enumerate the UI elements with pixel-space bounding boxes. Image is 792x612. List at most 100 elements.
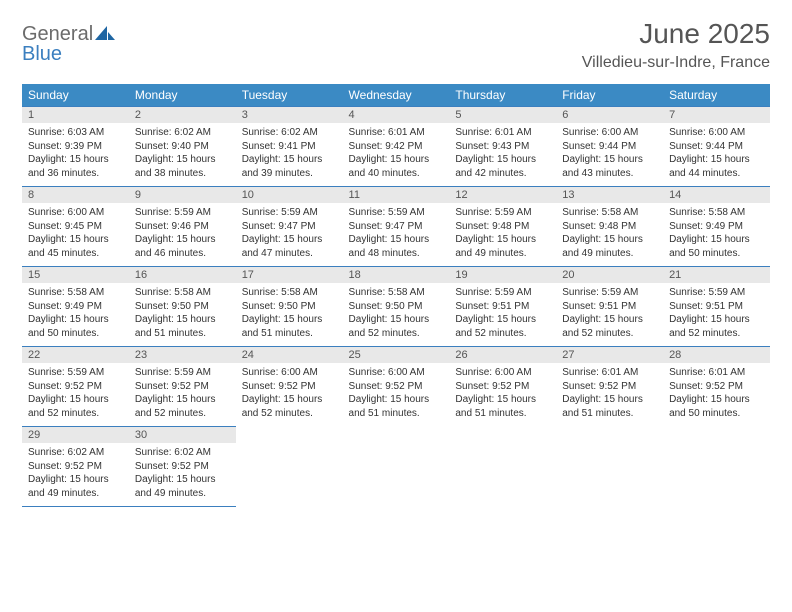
- day-number: 13: [556, 187, 663, 203]
- day-number: 17: [236, 267, 343, 283]
- day-details: Sunrise: 5:59 AMSunset: 9:47 PMDaylight:…: [343, 203, 450, 266]
- calendar-cell: 16Sunrise: 5:58 AMSunset: 9:50 PMDayligh…: [129, 267, 236, 347]
- day-details: Sunrise: 5:59 AMSunset: 9:52 PMDaylight:…: [129, 363, 236, 426]
- day-number: 10: [236, 187, 343, 203]
- day-details: Sunrise: 5:59 AMSunset: 9:51 PMDaylight:…: [663, 283, 770, 346]
- calendar-cell: 20Sunrise: 5:59 AMSunset: 9:51 PMDayligh…: [556, 267, 663, 347]
- day-number: 5: [449, 107, 556, 123]
- day-number: 28: [663, 347, 770, 363]
- day-number: 29: [22, 427, 129, 443]
- title-block: June 2025 Villedieu-sur-Indre, France: [582, 18, 770, 72]
- calendar-cell: 11Sunrise: 5:59 AMSunset: 9:47 PMDayligh…: [343, 187, 450, 267]
- calendar-cell: 13Sunrise: 5:58 AMSunset: 9:48 PMDayligh…: [556, 187, 663, 267]
- calendar-cell: 19Sunrise: 5:59 AMSunset: 9:51 PMDayligh…: [449, 267, 556, 347]
- day-details: Sunrise: 6:00 AMSunset: 9:44 PMDaylight:…: [556, 123, 663, 186]
- weekday-header: Saturday: [663, 84, 770, 107]
- weekday-header: Tuesday: [236, 84, 343, 107]
- weekday-header: Sunday: [22, 84, 129, 107]
- calendar-cell: 5Sunrise: 6:01 AMSunset: 9:43 PMDaylight…: [449, 107, 556, 187]
- calendar-cell: 21Sunrise: 5:59 AMSunset: 9:51 PMDayligh…: [663, 267, 770, 347]
- location-subtitle: Villedieu-sur-Indre, France: [582, 54, 770, 72]
- day-number: 16: [129, 267, 236, 283]
- day-details: Sunrise: 5:58 AMSunset: 9:50 PMDaylight:…: [236, 283, 343, 346]
- day-number: 20: [556, 267, 663, 283]
- calendar-cell-empty: [449, 427, 556, 507]
- weekday-header: Thursday: [449, 84, 556, 107]
- day-details: Sunrise: 5:58 AMSunset: 9:48 PMDaylight:…: [556, 203, 663, 266]
- logo-line2: Blue: [22, 43, 62, 65]
- day-details: Sunrise: 6:02 AMSunset: 9:40 PMDaylight:…: [129, 123, 236, 186]
- day-number: 25: [343, 347, 450, 363]
- page-title: June 2025: [582, 18, 770, 50]
- calendar-table: SundayMondayTuesdayWednesdayThursdayFrid…: [22, 84, 770, 507]
- day-details: Sunrise: 6:01 AMSunset: 9:52 PMDaylight:…: [663, 363, 770, 426]
- day-number: 26: [449, 347, 556, 363]
- weekday-header: Wednesday: [343, 84, 450, 107]
- day-number: 3: [236, 107, 343, 123]
- calendar-cell: 6Sunrise: 6:00 AMSunset: 9:44 PMDaylight…: [556, 107, 663, 187]
- day-details: Sunrise: 5:59 AMSunset: 9:46 PMDaylight:…: [129, 203, 236, 266]
- calendar-cell: 7Sunrise: 6:00 AMSunset: 9:44 PMDaylight…: [663, 107, 770, 187]
- day-number: 6: [556, 107, 663, 123]
- day-number: 11: [343, 187, 450, 203]
- day-details: Sunrise: 6:00 AMSunset: 9:52 PMDaylight:…: [449, 363, 556, 426]
- calendar-cell: 30Sunrise: 6:02 AMSunset: 9:52 PMDayligh…: [129, 427, 236, 507]
- day-number: 18: [343, 267, 450, 283]
- calendar-cell: 1Sunrise: 6:03 AMSunset: 9:39 PMDaylight…: [22, 107, 129, 187]
- day-details: Sunrise: 5:58 AMSunset: 9:49 PMDaylight:…: [663, 203, 770, 266]
- calendar-cell-empty: [236, 427, 343, 507]
- day-number: 23: [129, 347, 236, 363]
- day-details: Sunrise: 6:01 AMSunset: 9:52 PMDaylight:…: [556, 363, 663, 426]
- day-details: Sunrise: 6:01 AMSunset: 9:43 PMDaylight:…: [449, 123, 556, 186]
- day-details: Sunrise: 6:00 AMSunset: 9:52 PMDaylight:…: [343, 363, 450, 426]
- calendar-body: 1Sunrise: 6:03 AMSunset: 9:39 PMDaylight…: [22, 107, 770, 507]
- calendar-cell-empty: [556, 427, 663, 507]
- calendar-cell: 2Sunrise: 6:02 AMSunset: 9:40 PMDaylight…: [129, 107, 236, 187]
- day-number: 14: [663, 187, 770, 203]
- calendar-cell: 23Sunrise: 5:59 AMSunset: 9:52 PMDayligh…: [129, 347, 236, 427]
- day-number: 1: [22, 107, 129, 123]
- logo-line1: General: [22, 23, 93, 45]
- day-number: 8: [22, 187, 129, 203]
- header: General Blue June 2025 Villedieu-sur-Ind…: [22, 18, 770, 72]
- day-details: Sunrise: 5:59 AMSunset: 9:47 PMDaylight:…: [236, 203, 343, 266]
- weekday-header: Friday: [556, 84, 663, 107]
- calendar-cell: 18Sunrise: 5:58 AMSunset: 9:50 PMDayligh…: [343, 267, 450, 347]
- calendar-cell: 22Sunrise: 5:59 AMSunset: 9:52 PMDayligh…: [22, 347, 129, 427]
- calendar-cell: 24Sunrise: 6:00 AMSunset: 9:52 PMDayligh…: [236, 347, 343, 427]
- day-number: 7: [663, 107, 770, 123]
- day-details: Sunrise: 6:00 AMSunset: 9:45 PMDaylight:…: [22, 203, 129, 266]
- day-number: 27: [556, 347, 663, 363]
- logo-sail-icon: [95, 24, 115, 44]
- day-number: 2: [129, 107, 236, 123]
- day-number: 12: [449, 187, 556, 203]
- calendar-cell: 9Sunrise: 5:59 AMSunset: 9:46 PMDaylight…: [129, 187, 236, 267]
- calendar-cell-empty: [343, 427, 450, 507]
- day-number: 30: [129, 427, 236, 443]
- calendar-cell: 28Sunrise: 6:01 AMSunset: 9:52 PMDayligh…: [663, 347, 770, 427]
- day-details: Sunrise: 5:58 AMSunset: 9:50 PMDaylight:…: [129, 283, 236, 346]
- day-details: Sunrise: 6:03 AMSunset: 9:39 PMDaylight:…: [22, 123, 129, 186]
- day-details: Sunrise: 5:59 AMSunset: 9:51 PMDaylight:…: [556, 283, 663, 346]
- calendar-header-row: SundayMondayTuesdayWednesdayThursdayFrid…: [22, 84, 770, 107]
- day-details: Sunrise: 6:01 AMSunset: 9:42 PMDaylight:…: [343, 123, 450, 186]
- page: General Blue June 2025 Villedieu-sur-Ind…: [0, 0, 792, 525]
- calendar-cell-empty: [663, 427, 770, 507]
- day-details: Sunrise: 6:00 AMSunset: 9:52 PMDaylight:…: [236, 363, 343, 426]
- day-number: 24: [236, 347, 343, 363]
- day-details: Sunrise: 6:02 AMSunset: 9:52 PMDaylight:…: [129, 443, 236, 506]
- day-details: Sunrise: 6:02 AMSunset: 9:52 PMDaylight:…: [22, 443, 129, 506]
- day-number: 4: [343, 107, 450, 123]
- day-details: Sunrise: 5:58 AMSunset: 9:49 PMDaylight:…: [22, 283, 129, 346]
- day-details: Sunrise: 5:59 AMSunset: 9:52 PMDaylight:…: [22, 363, 129, 426]
- calendar-cell: 14Sunrise: 5:58 AMSunset: 9:49 PMDayligh…: [663, 187, 770, 267]
- calendar-cell: 8Sunrise: 6:00 AMSunset: 9:45 PMDaylight…: [22, 187, 129, 267]
- calendar-cell: 10Sunrise: 5:59 AMSunset: 9:47 PMDayligh…: [236, 187, 343, 267]
- calendar-cell: 27Sunrise: 6:01 AMSunset: 9:52 PMDayligh…: [556, 347, 663, 427]
- calendar-cell: 29Sunrise: 6:02 AMSunset: 9:52 PMDayligh…: [22, 427, 129, 507]
- calendar-cell: 17Sunrise: 5:58 AMSunset: 9:50 PMDayligh…: [236, 267, 343, 347]
- day-details: Sunrise: 6:00 AMSunset: 9:44 PMDaylight:…: [663, 123, 770, 186]
- logo: General Blue: [22, 18, 115, 64]
- day-number: 21: [663, 267, 770, 283]
- calendar-cell: 12Sunrise: 5:59 AMSunset: 9:48 PMDayligh…: [449, 187, 556, 267]
